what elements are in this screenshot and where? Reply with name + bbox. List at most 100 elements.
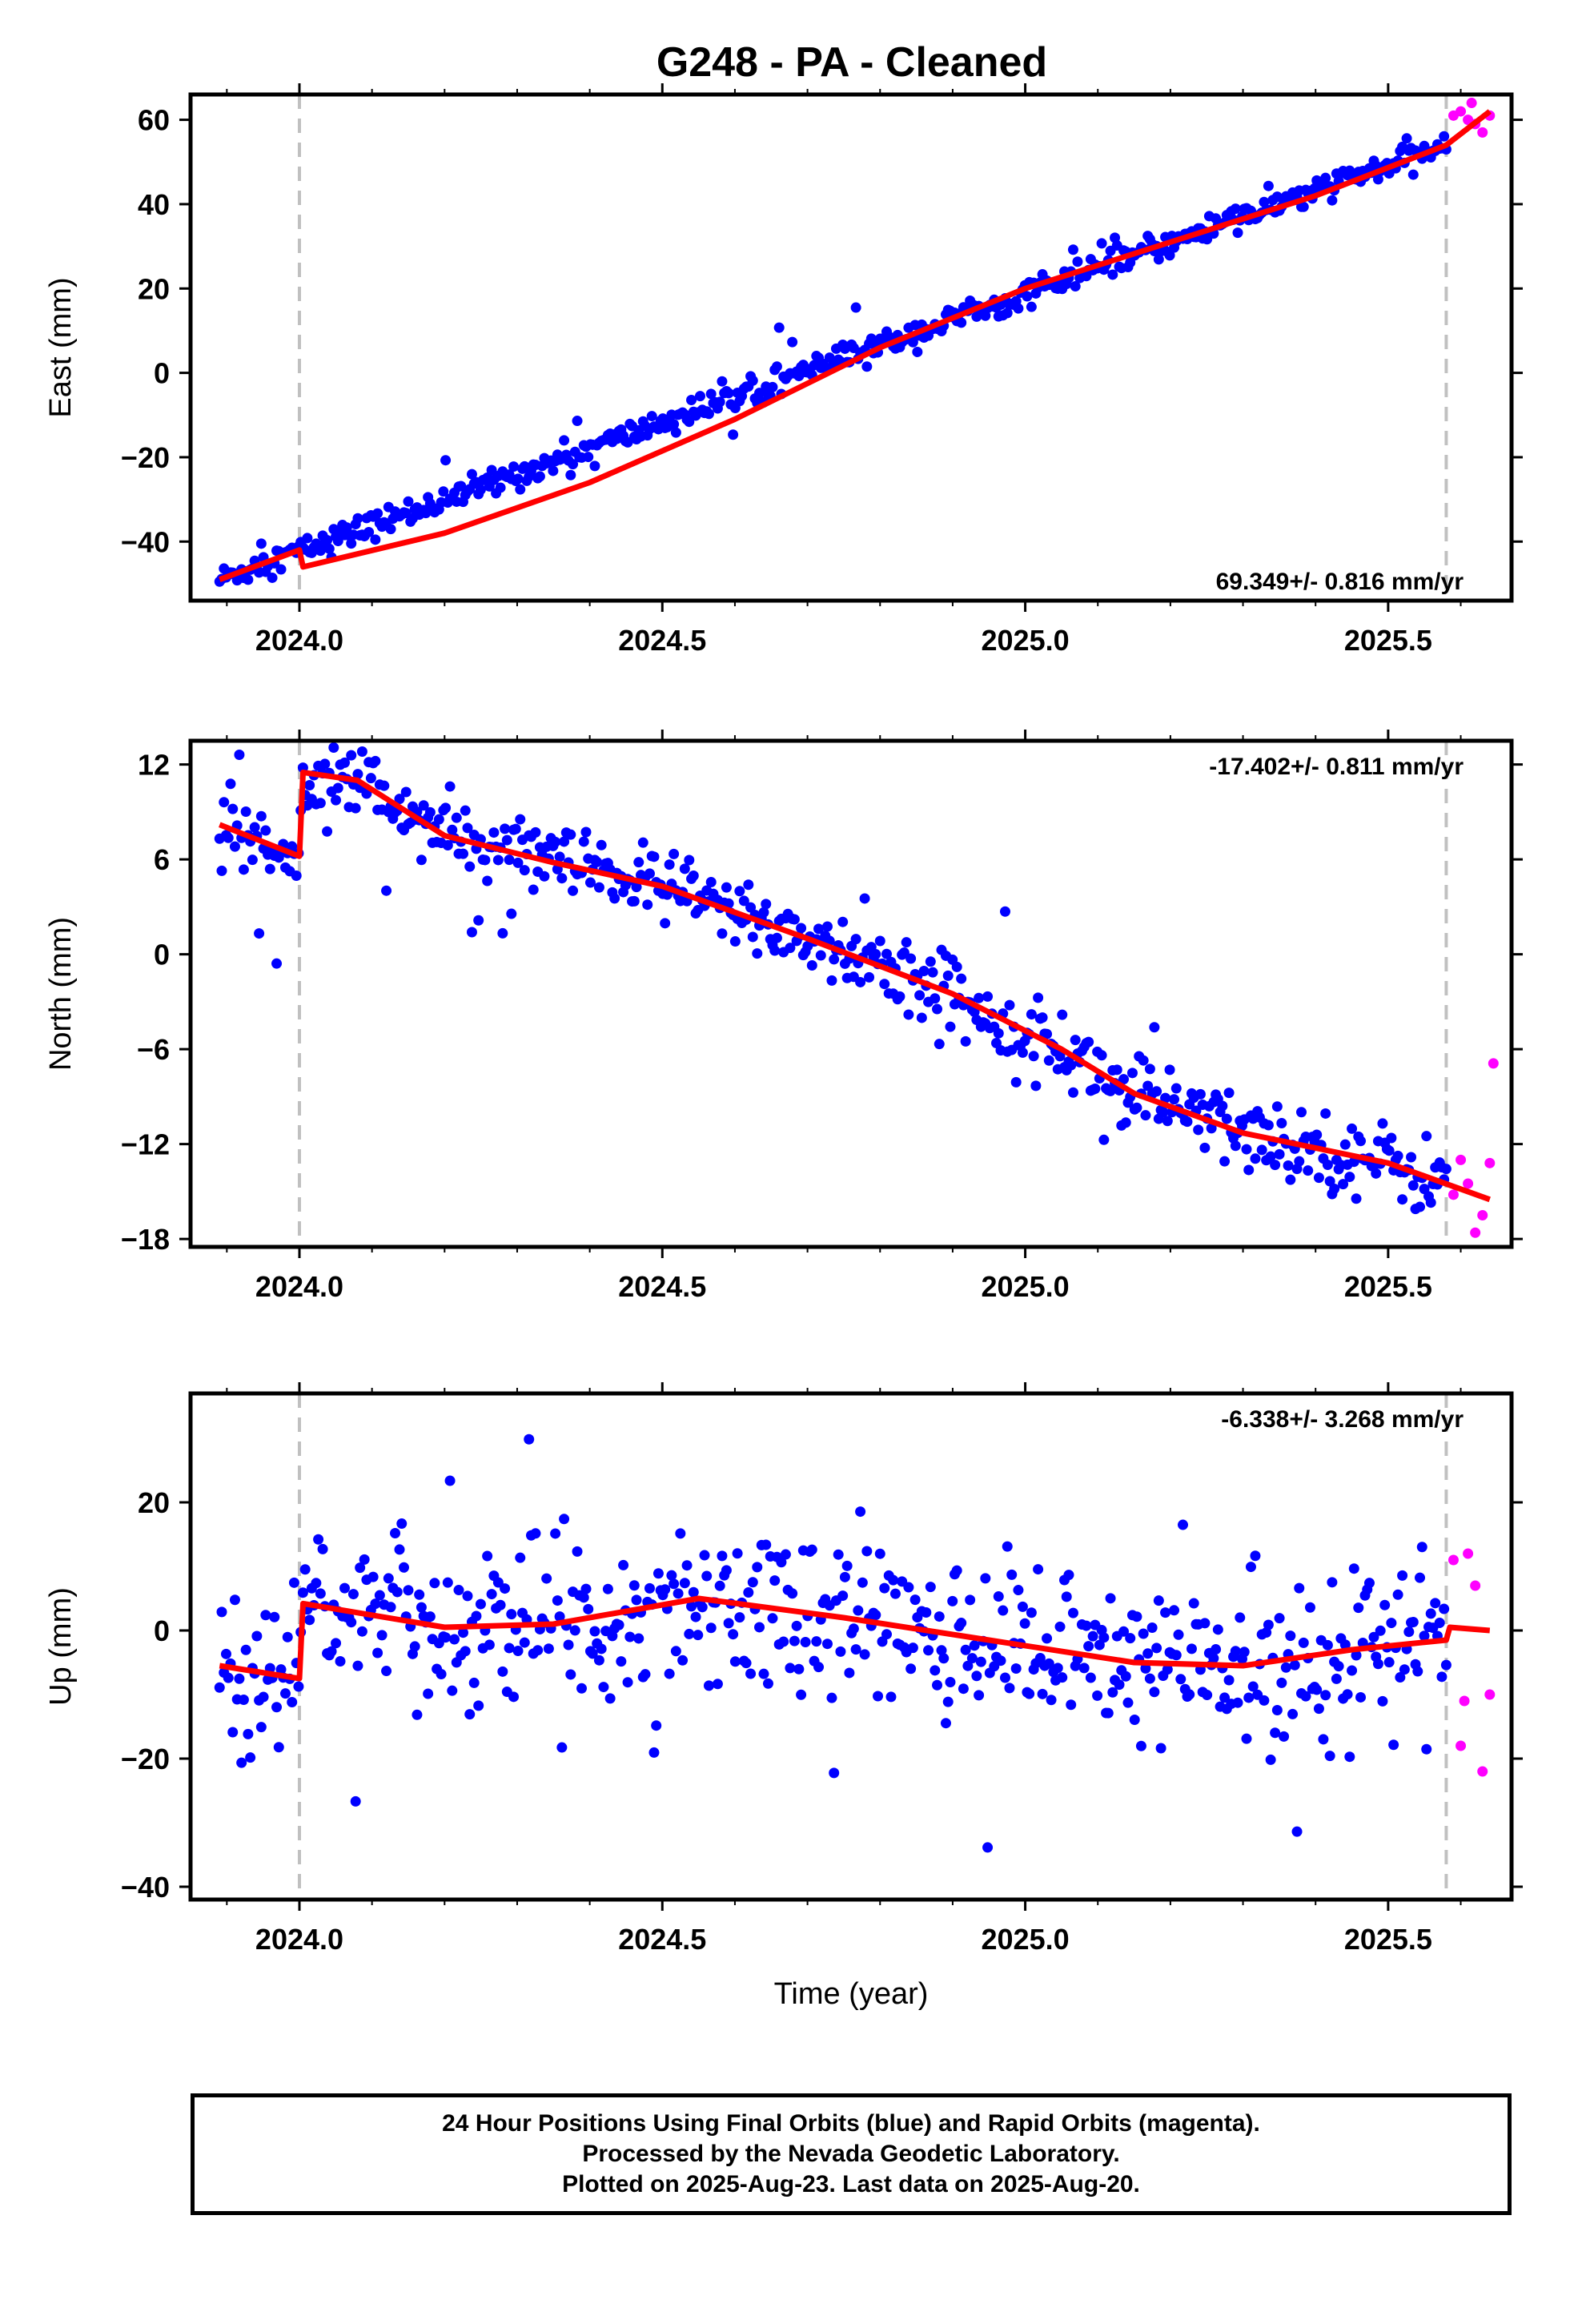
x-tick-label: 2025.5 xyxy=(1344,624,1432,657)
final-orbit-point xyxy=(1436,1671,1447,1683)
final-orbit-point xyxy=(699,1550,710,1561)
final-orbit-point xyxy=(1440,1164,1452,1175)
final-orbit-point xyxy=(1092,1690,1103,1701)
final-orbit-point xyxy=(403,1585,414,1596)
final-orbit-point xyxy=(1144,1673,1155,1684)
rapid-orbit-point xyxy=(1463,1178,1474,1189)
final-orbit-point xyxy=(758,907,769,918)
final-orbit-point xyxy=(355,1562,366,1574)
final-orbit-point xyxy=(907,1642,918,1654)
final-orbit-point xyxy=(703,1680,714,1691)
final-orbit-point xyxy=(993,1027,1004,1039)
final-orbit-point xyxy=(1421,1743,1432,1755)
final-orbit-point xyxy=(576,1683,588,1694)
final-orbit-point xyxy=(589,460,600,472)
final-orbit-point xyxy=(1158,1107,1169,1118)
final-orbit-point xyxy=(500,823,511,834)
final-orbit-point xyxy=(738,895,749,907)
rate-label-east: 69.349+/- 0.816 mm/yr xyxy=(1216,569,1464,595)
final-orbit-point xyxy=(1363,1578,1375,1589)
final-orbit-point xyxy=(829,954,840,965)
final-orbit-point xyxy=(541,1573,552,1584)
final-orbit-point xyxy=(889,1588,901,1599)
final-orbit-point xyxy=(633,1633,644,1644)
final-orbit-point xyxy=(447,824,458,835)
final-orbit-point xyxy=(1250,1153,1261,1164)
final-orbit-point xyxy=(492,854,504,866)
final-orbit-point xyxy=(484,1639,495,1651)
final-orbit-point xyxy=(859,1649,870,1660)
final-orbit-point xyxy=(743,879,754,891)
frame-north xyxy=(188,738,1514,1249)
final-orbit-point xyxy=(734,886,745,897)
final-orbit-point xyxy=(1339,1639,1351,1651)
final-orbit-point xyxy=(622,1677,633,1688)
final-orbit-point xyxy=(705,388,717,400)
final-orbit-point xyxy=(729,1656,741,1667)
final-orbit-point xyxy=(385,524,396,535)
rapid-orbit-point xyxy=(1456,1154,1467,1165)
final-orbit-point xyxy=(442,1577,453,1588)
final-orbit-point xyxy=(1142,1648,1154,1659)
final-orbit-point xyxy=(661,889,673,900)
final-orbit-point xyxy=(837,916,849,927)
final-orbit-point xyxy=(440,455,452,466)
final-orbit-point xyxy=(1135,1740,1146,1751)
final-orbit-point xyxy=(429,1578,440,1589)
final-orbit-point xyxy=(648,1747,660,1758)
final-orbit-point xyxy=(1066,1699,1077,1711)
final-orbit-point xyxy=(534,471,545,482)
final-orbit-point xyxy=(1169,1605,1180,1616)
final-orbit-point xyxy=(905,1663,917,1675)
final-orbit-point xyxy=(339,1582,350,1594)
final-orbit-point xyxy=(637,837,648,848)
final-orbit-point xyxy=(1028,1051,1039,1062)
final-orbit-point xyxy=(370,1598,381,1610)
final-orbit-point xyxy=(787,1588,798,1599)
final-orbit-point xyxy=(934,1611,945,1622)
final-orbit-point xyxy=(243,1728,254,1739)
final-orbit-point xyxy=(850,1644,861,1655)
final-orbit-point xyxy=(745,1668,757,1679)
final-orbit-point xyxy=(1054,1051,1066,1062)
final-orbit-point xyxy=(1375,1625,1386,1636)
final-orbit-point xyxy=(776,1557,787,1568)
final-orbit-point xyxy=(1372,1659,1383,1670)
final-orbit-point xyxy=(769,1575,781,1586)
final-orbit-point xyxy=(548,1904,558,1915)
final-orbit-point xyxy=(519,865,530,876)
final-orbit-point xyxy=(1294,1156,1305,1167)
final-orbit-point xyxy=(982,1842,994,1853)
final-orbit-point xyxy=(1199,1142,1211,1153)
y-tick-label: −12 xyxy=(121,1128,170,1161)
final-orbit-point xyxy=(962,1660,974,1671)
final-orbit-point xyxy=(942,1696,954,1707)
final-orbit-point xyxy=(811,1636,822,1647)
final-orbit-point xyxy=(1096,238,1107,249)
final-orbit-point xyxy=(806,960,817,971)
final-orbit-point xyxy=(1241,1733,1252,1744)
final-orbit-point xyxy=(789,914,800,925)
final-orbit-point xyxy=(785,943,796,954)
final-orbit-point xyxy=(1276,1117,1287,1128)
final-orbit-point xyxy=(423,1688,434,1699)
final-orbit-point xyxy=(440,1632,452,1643)
final-orbit-point xyxy=(747,1577,758,1588)
final-orbit-point xyxy=(1419,1630,1430,1642)
final-orbit-point xyxy=(1219,1692,1231,1703)
final-orbit-point xyxy=(1146,1622,1158,1633)
x-tick-label: 2024.0 xyxy=(255,624,343,657)
final-orbit-point xyxy=(282,1631,293,1642)
final-orbit-point xyxy=(339,757,350,768)
final-orbit-point xyxy=(660,918,671,929)
final-orbit-point xyxy=(1138,1628,1149,1639)
final-orbit-point xyxy=(1024,1688,1035,1699)
final-orbit-point xyxy=(932,1679,943,1691)
final-orbit-point xyxy=(1182,1116,1193,1128)
footer-line-1: 24 Hour Positions Using Final Orbits (bl… xyxy=(442,2110,1260,2137)
final-orbit-point xyxy=(688,870,699,881)
final-orbit-point xyxy=(1042,1028,1053,1039)
final-orbit-point xyxy=(466,927,477,938)
final-orbit-point xyxy=(925,1582,936,1593)
final-orbit-point xyxy=(466,468,477,480)
